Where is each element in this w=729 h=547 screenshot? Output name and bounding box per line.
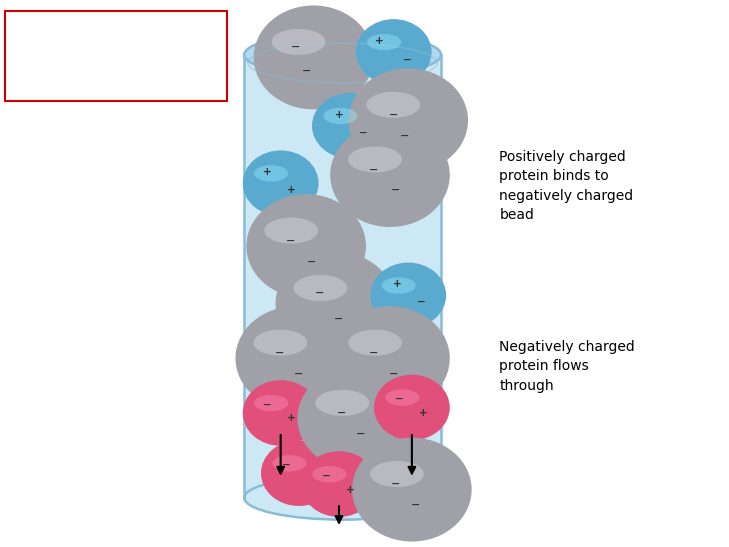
Text: −: − xyxy=(337,408,346,418)
Text: −: − xyxy=(315,288,324,298)
Text: +: + xyxy=(375,36,383,46)
Text: −: − xyxy=(389,369,398,379)
Ellipse shape xyxy=(352,438,472,542)
Ellipse shape xyxy=(297,366,417,470)
Text: −: − xyxy=(411,500,420,510)
Ellipse shape xyxy=(235,306,355,410)
Ellipse shape xyxy=(254,165,288,182)
Ellipse shape xyxy=(356,19,432,85)
Ellipse shape xyxy=(254,395,288,411)
Bar xyxy=(244,55,441,498)
Ellipse shape xyxy=(244,476,441,520)
Ellipse shape xyxy=(246,194,366,298)
Ellipse shape xyxy=(330,306,450,410)
Text: −: − xyxy=(417,297,426,307)
Text: −: − xyxy=(391,185,400,195)
Text: scambio ionico: scambio ionico xyxy=(17,66,141,84)
Text: −: − xyxy=(402,55,411,65)
Text: +: + xyxy=(418,408,427,418)
Ellipse shape xyxy=(348,68,468,172)
Ellipse shape xyxy=(382,277,416,294)
Text: −: − xyxy=(291,42,300,51)
Text: +: + xyxy=(287,414,296,423)
Ellipse shape xyxy=(276,252,395,356)
Ellipse shape xyxy=(243,150,319,216)
Text: Cromatografia: Cromatografia xyxy=(17,30,142,48)
Text: a: a xyxy=(150,30,160,48)
Ellipse shape xyxy=(348,147,402,172)
Ellipse shape xyxy=(243,380,319,446)
Ellipse shape xyxy=(370,263,446,328)
Ellipse shape xyxy=(273,455,306,472)
Text: −: − xyxy=(295,369,303,379)
Ellipse shape xyxy=(367,458,401,474)
Text: −: − xyxy=(286,236,295,246)
Text: −: − xyxy=(370,348,378,358)
Text: −: − xyxy=(356,429,365,439)
Ellipse shape xyxy=(348,330,402,356)
Text: −: − xyxy=(321,471,330,481)
Ellipse shape xyxy=(301,451,377,517)
Ellipse shape xyxy=(265,218,318,243)
Ellipse shape xyxy=(272,29,325,55)
Text: −: − xyxy=(281,460,290,470)
Ellipse shape xyxy=(254,5,373,109)
Ellipse shape xyxy=(386,389,419,406)
Text: −: − xyxy=(275,348,284,358)
Ellipse shape xyxy=(367,34,401,50)
Ellipse shape xyxy=(244,33,441,77)
Ellipse shape xyxy=(316,390,369,416)
Text: +: + xyxy=(400,476,409,486)
Ellipse shape xyxy=(370,461,424,487)
Text: −: − xyxy=(370,165,378,174)
Ellipse shape xyxy=(312,93,388,159)
Text: +: + xyxy=(263,167,272,177)
Text: Negatively charged
protein flows
through: Negatively charged protein flows through xyxy=(499,340,635,393)
Ellipse shape xyxy=(294,275,347,301)
Ellipse shape xyxy=(261,440,337,506)
Ellipse shape xyxy=(356,443,432,509)
Ellipse shape xyxy=(330,123,450,227)
Text: −: − xyxy=(335,314,343,324)
FancyBboxPatch shape xyxy=(5,11,227,101)
Text: −: − xyxy=(308,257,316,266)
Text: −: − xyxy=(302,66,311,76)
Ellipse shape xyxy=(374,375,450,440)
Text: −: − xyxy=(394,394,403,404)
Text: +: + xyxy=(335,110,343,120)
Text: −: − xyxy=(359,127,367,137)
Text: +: + xyxy=(346,485,354,494)
Text: +: + xyxy=(305,474,314,484)
Ellipse shape xyxy=(367,92,420,118)
Text: −: − xyxy=(391,479,400,489)
Text: +: + xyxy=(287,185,296,195)
Ellipse shape xyxy=(254,330,307,356)
Text: −: − xyxy=(389,110,398,120)
Ellipse shape xyxy=(313,466,346,482)
Text: −: − xyxy=(400,131,409,141)
Text: Positively charged
protein binds to
negatively charged
bead: Positively charged protein binds to nega… xyxy=(499,150,634,222)
Text: +: + xyxy=(393,280,402,289)
Text: −: − xyxy=(263,400,272,410)
Ellipse shape xyxy=(324,108,357,124)
Text: −: − xyxy=(376,463,385,473)
